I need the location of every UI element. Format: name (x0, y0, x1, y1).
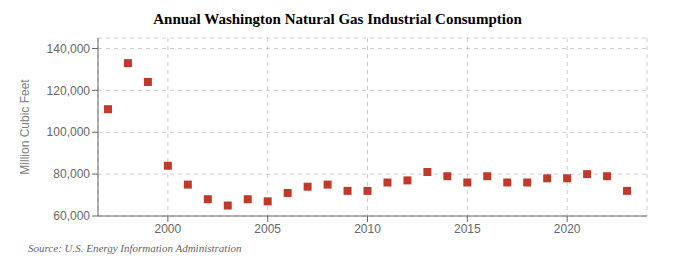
svg-text:80,000: 80,000 (53, 167, 90, 181)
svg-text:2020: 2020 (554, 222, 581, 236)
svg-text:2015: 2015 (454, 222, 481, 236)
svg-text:140,000: 140,000 (47, 42, 91, 56)
svg-text:60,000: 60,000 (53, 209, 90, 223)
svg-text:2000: 2000 (155, 222, 182, 236)
html-text:Annual Washington Natural Gas: Annual Washington Natural Gas Industrial… (153, 11, 522, 27)
svg-text:120,000: 120,000 (47, 84, 91, 98)
html-text:Source: U.S. Energy Informatio: Source: U.S. Energy Information Administ… (28, 242, 242, 254)
svg-text:100,000: 100,000 (47, 125, 91, 139)
svg-text:2010: 2010 (354, 222, 381, 236)
svg-text:2005: 2005 (254, 222, 281, 236)
svg-text:Million Cubic Feet: Million Cubic Feet (18, 79, 32, 175)
